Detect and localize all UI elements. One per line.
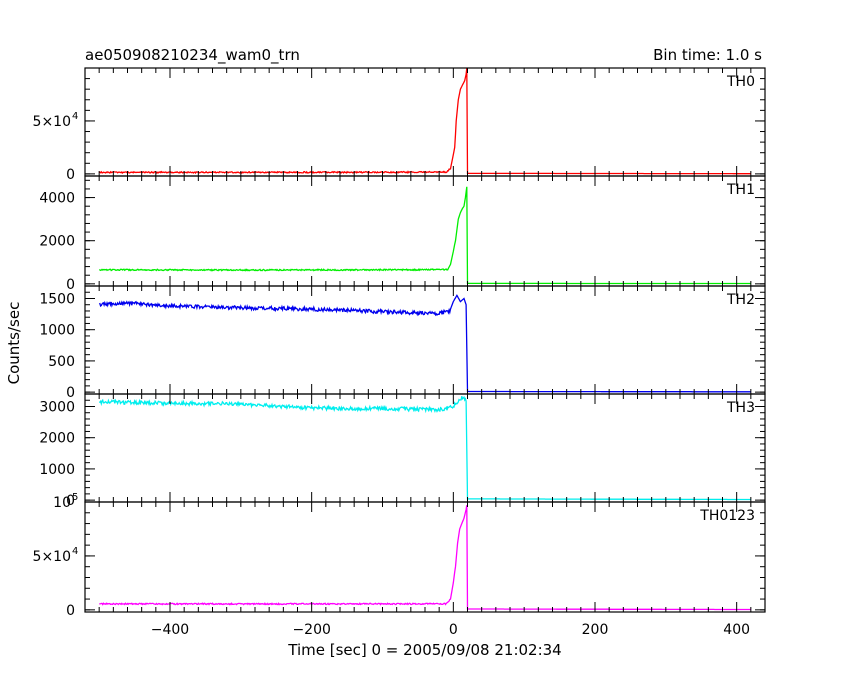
series-line-th0123 — [99, 505, 751, 611]
y-tick-label: 1000 — [39, 462, 75, 478]
series-line-th1 — [99, 186, 751, 285]
y-tick-label: 5×10 — [33, 114, 71, 130]
panel-label: TH1 — [726, 182, 755, 198]
chart-title: ae050908210234_wam0_trn — [85, 46, 300, 65]
panel-label: TH0123 — [699, 508, 755, 524]
y-tick-label: 5×10 — [33, 549, 71, 565]
panel-th0123: 0 5×10 4 10 5 TH0123 — [33, 492, 766, 619]
y-tick-label: 4000 — [39, 191, 75, 207]
y-tick-exponent: 4 — [72, 111, 78, 122]
panel-label: TH2 — [726, 292, 755, 308]
y-tick-label: 500 — [48, 354, 75, 370]
panel-th2: 0 500 1000 1500 TH2 — [39, 285, 766, 401]
bin-time-label: Bin time: 1.0 s — [653, 46, 762, 64]
y-axis-label: Counts/sec — [5, 302, 23, 385]
y-tick-label: 0 — [66, 277, 75, 293]
y-tick-label: 0 — [66, 493, 75, 509]
y-tick-label: 1500 — [39, 291, 75, 307]
y-tick-label: 0 — [66, 167, 75, 183]
y-tick-exponent: 4 — [72, 546, 78, 557]
series-line-th3 — [98, 395, 751, 501]
y-tick-label: 10 — [53, 495, 71, 511]
series-line-th0 — [99, 67, 751, 175]
x-tick-label: −200 — [292, 622, 330, 638]
x-tick-label: 0 — [449, 622, 458, 638]
panel-th3: 0 1000 2000 3000 TH3 — [39, 393, 766, 509]
panel-frame — [84, 501, 766, 613]
panel-th0: 0 5×10 4 TH0 — [33, 67, 766, 183]
y-tick-label: 3000 — [39, 399, 75, 415]
x-tick-label: 200 — [582, 622, 609, 638]
panel-th1: 0 2000 4000 TH1 — [39, 175, 766, 293]
y-tick-label: 1000 — [39, 323, 75, 339]
panel-label: TH0 — [726, 74, 755, 90]
panel-frame — [84, 67, 766, 177]
x-tick-label: −400 — [151, 622, 189, 638]
series-line-th2 — [98, 294, 751, 393]
x-axis-label: Time [sec] 0 = 2005/09/08 21:02:34 — [287, 641, 561, 659]
panel-frame — [84, 285, 766, 395]
panel-label: TH3 — [726, 400, 755, 416]
y-tick-label: 2000 — [39, 431, 75, 447]
y-tick-label: 0 — [66, 603, 75, 619]
x-tick-label: 400 — [723, 622, 750, 638]
y-tick-label: 0 — [66, 385, 75, 401]
y-tick-label: 2000 — [39, 234, 75, 250]
y-tick-exponent: 5 — [72, 492, 78, 503]
